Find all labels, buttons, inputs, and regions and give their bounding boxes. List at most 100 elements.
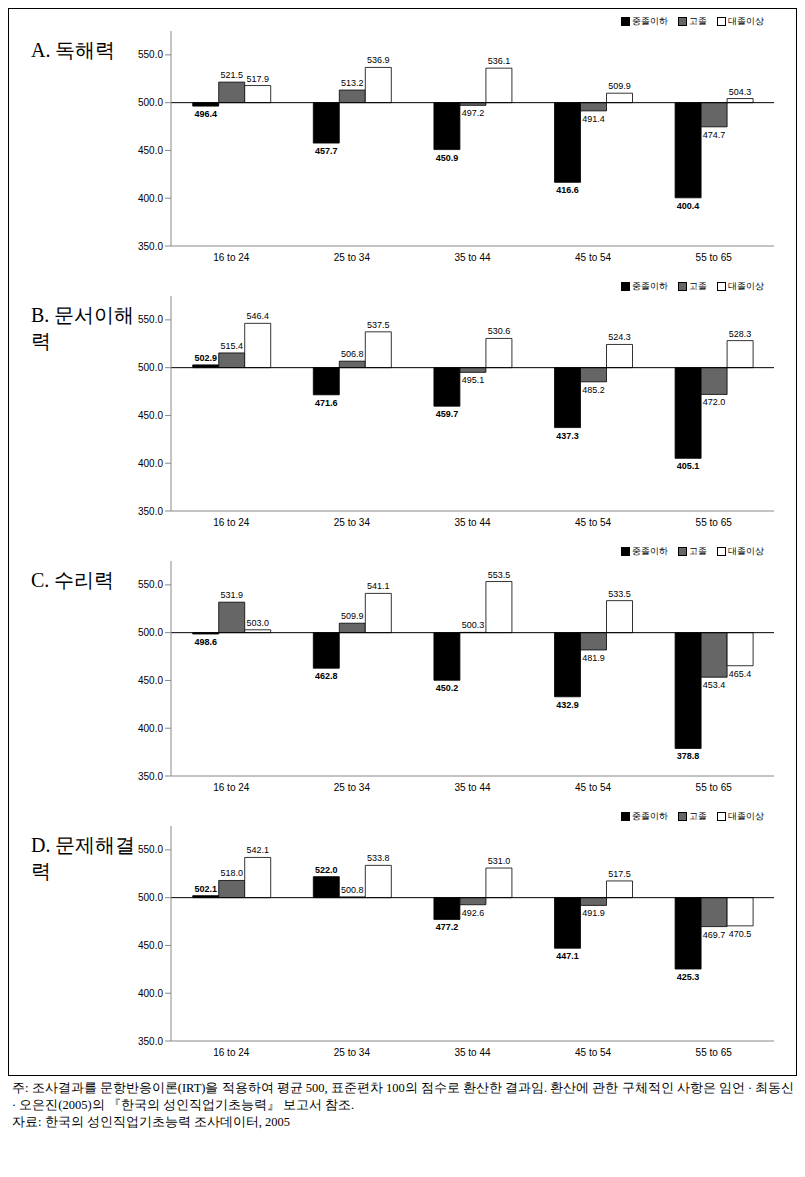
svg-text:471.6: 471.6 bbox=[315, 398, 338, 408]
svg-text:502.1: 502.1 bbox=[194, 884, 217, 894]
svg-text:498.6: 498.6 bbox=[194, 637, 217, 647]
svg-text:432.9: 432.9 bbox=[556, 700, 579, 710]
svg-text:25 to 34: 25 to 34 bbox=[334, 517, 371, 528]
svg-text:16 to 24: 16 to 24 bbox=[213, 782, 250, 793]
svg-text:528.3: 528.3 bbox=[729, 329, 752, 339]
svg-text:437.3: 437.3 bbox=[556, 431, 579, 441]
svg-text:485.2: 485.2 bbox=[582, 385, 605, 395]
svg-text:496.4: 496.4 bbox=[194, 109, 217, 119]
svg-text:546.4: 546.4 bbox=[246, 311, 269, 321]
svg-text:550.0: 550.0 bbox=[138, 49, 163, 60]
svg-text:522.0: 522.0 bbox=[315, 865, 338, 875]
svg-text:400.0: 400.0 bbox=[138, 458, 163, 469]
svg-text:533.8: 533.8 bbox=[367, 853, 390, 863]
svg-text:531.0: 531.0 bbox=[488, 856, 511, 866]
svg-text:400.0: 400.0 bbox=[138, 723, 163, 734]
svg-text:25 to 34: 25 to 34 bbox=[334, 1047, 371, 1058]
svg-text:450.0: 450.0 bbox=[138, 410, 163, 421]
svg-text:477.2: 477.2 bbox=[436, 922, 459, 932]
svg-text:533.5: 533.5 bbox=[608, 589, 631, 599]
svg-text:459.7: 459.7 bbox=[436, 409, 459, 419]
svg-text:495.1: 495.1 bbox=[462, 375, 485, 385]
svg-text:531.9: 531.9 bbox=[220, 590, 243, 600]
svg-text:521.5: 521.5 bbox=[220, 70, 243, 80]
svg-text:537.5: 537.5 bbox=[367, 320, 390, 330]
svg-text:45 to 54: 45 to 54 bbox=[575, 1047, 612, 1058]
svg-text:425.3: 425.3 bbox=[677, 972, 700, 982]
svg-text:457.7: 457.7 bbox=[315, 146, 338, 156]
svg-text:491.9: 491.9 bbox=[582, 908, 605, 918]
svg-text:542.1: 542.1 bbox=[246, 845, 269, 855]
svg-text:35 to 44: 35 to 44 bbox=[454, 252, 491, 263]
svg-text:450.2: 450.2 bbox=[436, 683, 459, 693]
svg-text:55 to 65: 55 to 65 bbox=[696, 782, 733, 793]
svg-text:509.9: 509.9 bbox=[341, 611, 364, 621]
svg-text:465.4: 465.4 bbox=[729, 669, 752, 679]
svg-text:45 to 54: 45 to 54 bbox=[575, 782, 612, 793]
svg-text:509.9: 509.9 bbox=[608, 81, 631, 91]
svg-text:541.1: 541.1 bbox=[367, 581, 390, 591]
svg-text:472.0: 472.0 bbox=[703, 397, 726, 407]
svg-text:504.3: 504.3 bbox=[729, 87, 752, 97]
svg-text:16 to 24: 16 to 24 bbox=[213, 252, 250, 263]
svg-text:405.1: 405.1 bbox=[677, 461, 700, 471]
svg-text:553.5: 553.5 bbox=[488, 570, 511, 580]
svg-text:450.0: 450.0 bbox=[138, 940, 163, 951]
svg-text:470.5: 470.5 bbox=[729, 929, 752, 939]
svg-text:55 to 65: 55 to 65 bbox=[696, 517, 733, 528]
svg-text:517.9: 517.9 bbox=[246, 74, 269, 84]
svg-text:450.0: 450.0 bbox=[138, 675, 163, 686]
svg-text:400.0: 400.0 bbox=[138, 988, 163, 999]
svg-text:492.6: 492.6 bbox=[462, 908, 485, 918]
svg-text:350.0: 350.0 bbox=[138, 771, 163, 782]
svg-text:518.0: 518.0 bbox=[220, 868, 243, 878]
svg-text:502.9: 502.9 bbox=[194, 353, 217, 363]
svg-text:45 to 54: 45 to 54 bbox=[575, 252, 612, 263]
svg-text:400.4: 400.4 bbox=[677, 201, 700, 211]
svg-text:515.4: 515.4 bbox=[220, 341, 243, 351]
svg-text:536.9: 536.9 bbox=[367, 55, 390, 65]
svg-text:500.8: 500.8 bbox=[341, 885, 364, 895]
svg-text:500.3: 500.3 bbox=[462, 620, 485, 630]
svg-text:500.0: 500.0 bbox=[138, 97, 163, 108]
svg-text:25 to 34: 25 to 34 bbox=[334, 782, 371, 793]
svg-text:503.0: 503.0 bbox=[246, 618, 269, 628]
svg-text:447.1: 447.1 bbox=[556, 951, 579, 961]
svg-text:474.7: 474.7 bbox=[703, 130, 726, 140]
svg-text:416.6: 416.6 bbox=[556, 185, 579, 195]
svg-text:500.0: 500.0 bbox=[138, 892, 163, 903]
svg-text:469.7: 469.7 bbox=[703, 930, 726, 940]
svg-text:350.0: 350.0 bbox=[138, 1036, 163, 1047]
svg-text:550.0: 550.0 bbox=[138, 844, 163, 855]
svg-text:530.6: 530.6 bbox=[488, 326, 511, 336]
svg-text:35 to 44: 35 to 44 bbox=[454, 517, 491, 528]
svg-text:462.8: 462.8 bbox=[315, 671, 338, 681]
svg-text:506.8: 506.8 bbox=[341, 349, 364, 359]
svg-text:400.0: 400.0 bbox=[138, 193, 163, 204]
svg-text:25 to 34: 25 to 34 bbox=[334, 252, 371, 263]
svg-text:481.9: 481.9 bbox=[582, 653, 605, 663]
svg-text:497.2: 497.2 bbox=[462, 108, 485, 118]
svg-text:45 to 54: 45 to 54 bbox=[575, 517, 612, 528]
svg-text:513.2: 513.2 bbox=[341, 78, 364, 88]
svg-text:450.9: 450.9 bbox=[436, 153, 459, 163]
svg-text:16 to 24: 16 to 24 bbox=[213, 517, 250, 528]
svg-text:35 to 44: 35 to 44 bbox=[454, 782, 491, 793]
svg-text:453.4: 453.4 bbox=[703, 680, 726, 690]
svg-text:378.8: 378.8 bbox=[677, 751, 700, 761]
svg-text:491.4: 491.4 bbox=[582, 114, 605, 124]
svg-text:536.1: 536.1 bbox=[488, 56, 511, 66]
svg-text:450.0: 450.0 bbox=[138, 145, 163, 156]
svg-text:524.3: 524.3 bbox=[608, 332, 631, 342]
svg-text:550.0: 550.0 bbox=[138, 579, 163, 590]
svg-text:500.0: 500.0 bbox=[138, 362, 163, 373]
svg-text:350.0: 350.0 bbox=[138, 241, 163, 252]
svg-text:550.0: 550.0 bbox=[138, 314, 163, 325]
svg-text:35 to 44: 35 to 44 bbox=[454, 1047, 491, 1058]
svg-text:55 to 65: 55 to 65 bbox=[696, 1047, 733, 1058]
svg-text:500.0: 500.0 bbox=[138, 627, 163, 638]
svg-text:517.5: 517.5 bbox=[608, 869, 631, 879]
svg-text:55 to 65: 55 to 65 bbox=[696, 252, 733, 263]
svg-text:350.0: 350.0 bbox=[138, 506, 163, 517]
svg-text:16 to 24: 16 to 24 bbox=[213, 1047, 250, 1058]
